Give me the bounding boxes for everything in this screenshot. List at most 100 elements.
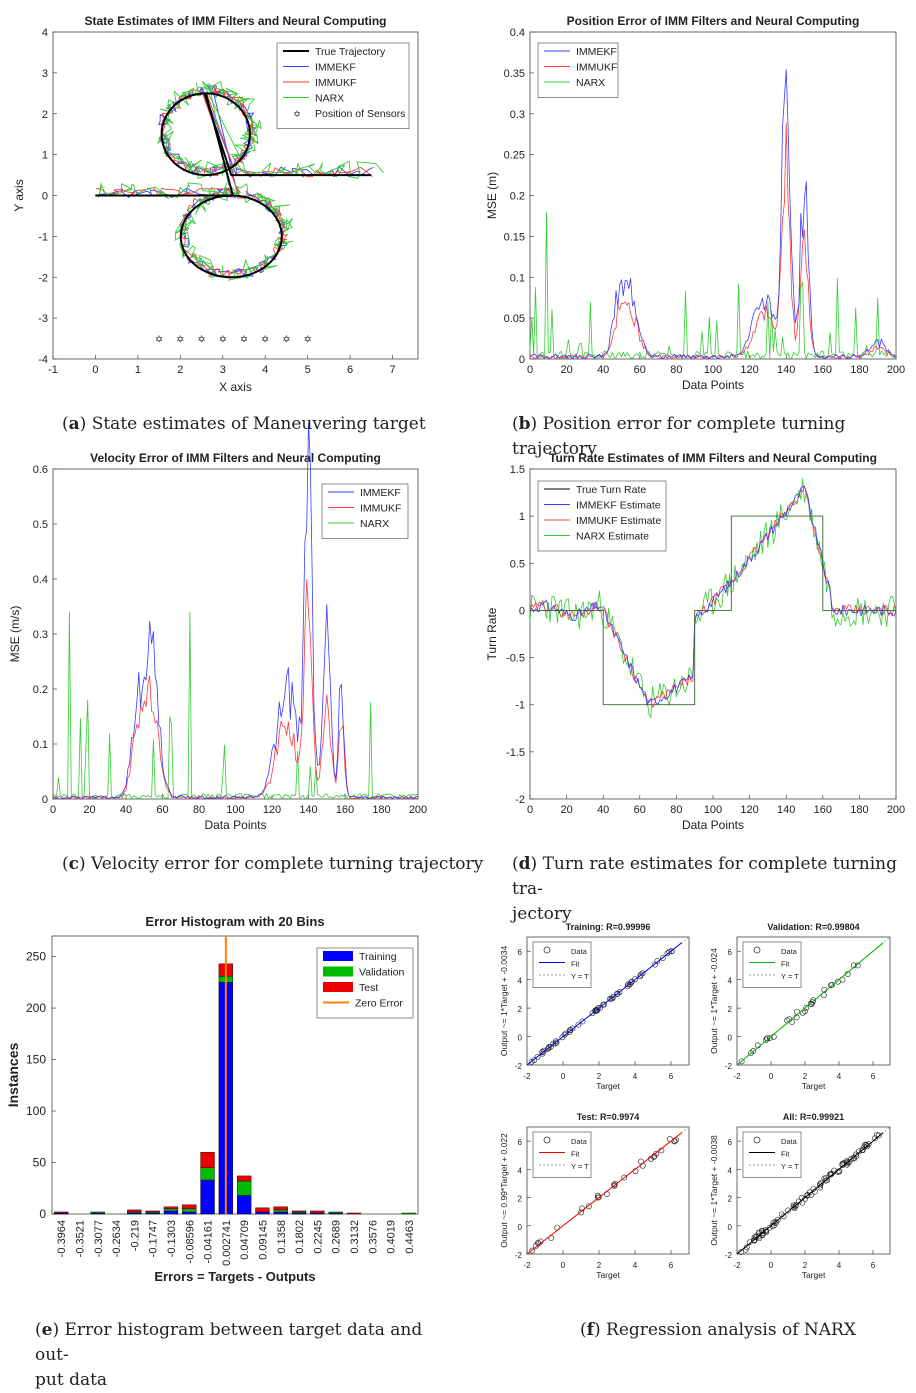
chart-f-sub1-legend-marker bbox=[543, 946, 551, 954]
chart-f-sub3-legend-label: Data bbox=[571, 1137, 588, 1146]
chart-a-legend-label: IMMUKF bbox=[315, 77, 356, 89]
chart-e-category-label: -0.2634 bbox=[111, 1220, 123, 1257]
chart-b-series-immekf bbox=[529, 69, 897, 360]
chart-b-legend-label: IMMEKF bbox=[576, 46, 617, 58]
chart-e-bar-test bbox=[255, 1207, 270, 1213]
chart-f-sub4-ylabel: Output ~= 1*Target + -0.0038 bbox=[709, 1135, 719, 1246]
chart-d-xtick-label: 20 bbox=[560, 804, 572, 816]
chart-f-sub1-data-point bbox=[664, 950, 671, 957]
chart-f-sub1-data-point bbox=[610, 993, 617, 1000]
chart-f-sub1-title: Training: R=0.99996 bbox=[566, 922, 651, 932]
chart-d-series-true bbox=[530, 515, 896, 706]
chart-a-legend-label: True Trajectory bbox=[315, 46, 386, 58]
chart-f-sub4-data-point bbox=[856, 1148, 862, 1155]
chart-e-ytick-label: 0 bbox=[39, 1207, 46, 1221]
chart-e-bar-validation bbox=[328, 1211, 343, 1214]
chart-f-sub2-legend-label: Data bbox=[781, 947, 798, 956]
chart-e-category-label: 0.04709 bbox=[239, 1220, 251, 1260]
chart-f-sub3-data-point bbox=[595, 1194, 601, 1201]
chart-f-sub1-data-point bbox=[579, 1018, 586, 1025]
chart-f-sub1-data-point bbox=[567, 1027, 573, 1033]
chart-d-legend-label: IMMUKF Estimate bbox=[576, 515, 661, 527]
chart-e-ytick-label: 250 bbox=[26, 950, 46, 964]
chart-f-sub2-xtick-label: 4 bbox=[837, 1072, 842, 1081]
chart-d-series-immekf bbox=[529, 485, 897, 706]
chart-b-series-immukf bbox=[529, 122, 897, 360]
caption-c: (c) Velocity error for complete turning … bbox=[62, 854, 484, 874]
chart-a-ytick-label: 0 bbox=[42, 191, 48, 203]
chart-f-sub4-data-point bbox=[863, 1142, 870, 1148]
chart-a-ytick-label: -2 bbox=[38, 272, 48, 284]
chart-b-xtick-label: 80 bbox=[670, 364, 682, 376]
chart-b-xtick-label: 180 bbox=[850, 364, 868, 376]
chart-e-bar-test bbox=[346, 1212, 362, 1215]
caption-f: (f) Regression analysis of NARX bbox=[580, 1320, 856, 1340]
chart-c-legend-label: IMMEKF bbox=[360, 487, 401, 499]
chart-e-category-label: 0.002741 bbox=[221, 1220, 233, 1266]
chart-f-sub1-data-point bbox=[625, 981, 631, 988]
caption-e: (e) Error histogram between target data … bbox=[35, 1320, 423, 1390]
chart-f-sub1-data-point bbox=[606, 995, 613, 1002]
chart-f-sub2-data-point bbox=[767, 1035, 773, 1041]
chart-d-xtick-label: 40 bbox=[597, 804, 609, 816]
chart-e-bar-test bbox=[236, 1175, 252, 1182]
chart-c-xtick-label: 80 bbox=[193, 804, 205, 816]
chart-e-legend-label: Validation bbox=[359, 967, 404, 979]
chart-c-ytick-label: 0 bbox=[42, 794, 48, 806]
chart-b-xlabel: Data Points bbox=[682, 378, 744, 392]
chart-d-xtick-label: 0 bbox=[527, 804, 533, 816]
chart-f-sub4-ytick-label: 4 bbox=[728, 1166, 733, 1175]
chart-e-bar-test bbox=[145, 1210, 160, 1213]
chart-f-sub3-data-point bbox=[611, 1181, 618, 1188]
chart-a-ytick-label: -3 bbox=[38, 313, 48, 325]
chart-e-plot-area bbox=[51, 935, 419, 1215]
chart-f-sub3-data-point bbox=[653, 1150, 660, 1157]
chart-e-legend-label: Zero Error bbox=[355, 998, 403, 1010]
chart-b-ytick-label: 0.15 bbox=[504, 231, 525, 243]
chart-f-sub4-xtick-label: 0 bbox=[769, 1261, 774, 1270]
chart-d-legend-label: IMMEKF Estimate bbox=[576, 500, 661, 512]
chart-c-xtick-label: 20 bbox=[83, 804, 95, 816]
caption-d: (d) Turn rate estimates for complete tur… bbox=[512, 854, 897, 924]
chart-f-sub1-xtick-label: 6 bbox=[669, 1072, 674, 1081]
chart-c-xtick-label: 40 bbox=[120, 804, 132, 816]
chart-f-sub3-ylabel: Output ~= 0.99*Target + 0.022 bbox=[499, 1133, 509, 1248]
chart-b-ytick-label: 0.35 bbox=[504, 68, 525, 80]
chart-f-sub2-ytick-label: 2 bbox=[728, 1005, 733, 1014]
chart-e-category-label: 0.3132 bbox=[349, 1220, 361, 1254]
chart-d-xtick-label: 200 bbox=[887, 804, 905, 816]
chart-b-ylabel: MSE (m) bbox=[485, 172, 499, 219]
chart-f-sub4-data-point bbox=[872, 1135, 878, 1142]
chart-d-xtick-label: 180 bbox=[850, 804, 868, 816]
chart-f-sub3-legend-marker bbox=[543, 1136, 551, 1144]
chart-f-sub2-xtick-label: 2 bbox=[803, 1072, 808, 1081]
chart-e-category-label: 0.4019 bbox=[386, 1220, 398, 1254]
chart-a-ytick-label: 4 bbox=[42, 27, 48, 39]
chart-e-bar-validation bbox=[182, 1208, 197, 1213]
chart-f-sub3-xtick-label: 4 bbox=[633, 1261, 638, 1270]
chart-f-sub4-data-point bbox=[755, 1233, 762, 1240]
chart-e-bar-validation bbox=[401, 1212, 417, 1215]
chart-f-sub4-data-point bbox=[795, 1198, 802, 1205]
chart-e-category-label: -0.3964 bbox=[56, 1220, 68, 1257]
chart-e-bar-test bbox=[273, 1206, 288, 1211]
chart-e-ylabel: Instances bbox=[5, 1042, 21, 1107]
chart-d-ytick-label: -1 bbox=[515, 700, 525, 712]
chart-f-sub2-fit-line bbox=[736, 942, 884, 1066]
chart-f-sub4-data-point bbox=[780, 1213, 787, 1220]
chart-f-sub2-data-point bbox=[854, 962, 861, 969]
chart-b-ytick-label: 0 bbox=[519, 354, 525, 366]
chart-e-bar-test bbox=[200, 1152, 215, 1168]
chart-f-sub4-data-point bbox=[824, 1177, 831, 1184]
chart-f-sub2-data-point bbox=[803, 1004, 810, 1011]
chart-f-sub4-legend-label: Fit bbox=[781, 1150, 790, 1159]
chart-f-sub4-title: All: R=0.99921 bbox=[783, 1112, 844, 1122]
chart-c-ylabel: MSE (m/s) bbox=[8, 606, 22, 663]
chart-c-ytick-label: 0.1 bbox=[33, 739, 48, 751]
chart-a-xtick-label: 5 bbox=[305, 364, 311, 376]
chart-b-legend-label: IMMUKF bbox=[576, 62, 617, 74]
chart-b-xtick-label: 120 bbox=[740, 364, 758, 376]
chart-a-xtick-label: 0 bbox=[92, 364, 98, 376]
chart-f-sub2-data-point bbox=[763, 1037, 769, 1043]
chart-f-sub1-legend-label: Fit bbox=[571, 960, 580, 969]
